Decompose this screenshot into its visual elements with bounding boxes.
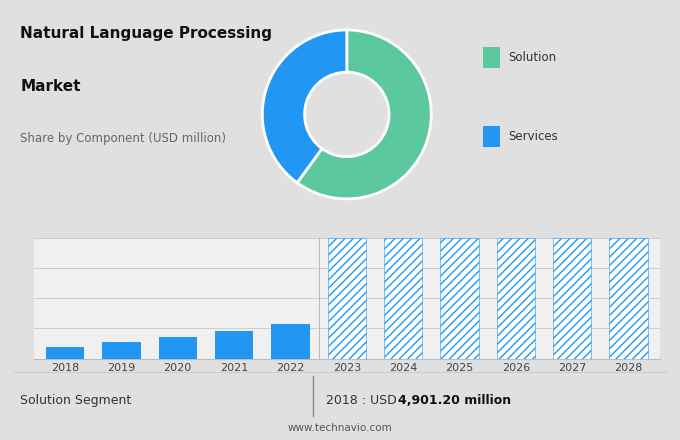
Bar: [609, 238, 648, 359]
Bar: [271, 324, 309, 359]
Text: Solution Segment: Solution Segment: [20, 394, 132, 407]
Bar: [46, 347, 84, 359]
Bar: [215, 331, 253, 359]
Text: Share by Component (USD million): Share by Component (USD million): [20, 132, 226, 145]
Wedge shape: [262, 30, 347, 183]
Text: Solution: Solution: [509, 51, 557, 64]
Bar: [553, 238, 592, 359]
Bar: [441, 238, 479, 359]
Bar: [384, 238, 422, 359]
Text: 2018 : USD: 2018 : USD: [326, 394, 401, 407]
Bar: [102, 342, 141, 359]
Bar: [158, 337, 197, 359]
Text: 4,901.20 million: 4,901.20 million: [398, 394, 511, 407]
Text: Market: Market: [20, 79, 81, 94]
Text: Natural Language Processing: Natural Language Processing: [20, 26, 273, 41]
Bar: [328, 238, 366, 359]
Text: www.technavio.com: www.technavio.com: [288, 423, 392, 433]
Bar: [496, 238, 535, 359]
Text: Services: Services: [509, 130, 558, 143]
Wedge shape: [297, 30, 431, 199]
